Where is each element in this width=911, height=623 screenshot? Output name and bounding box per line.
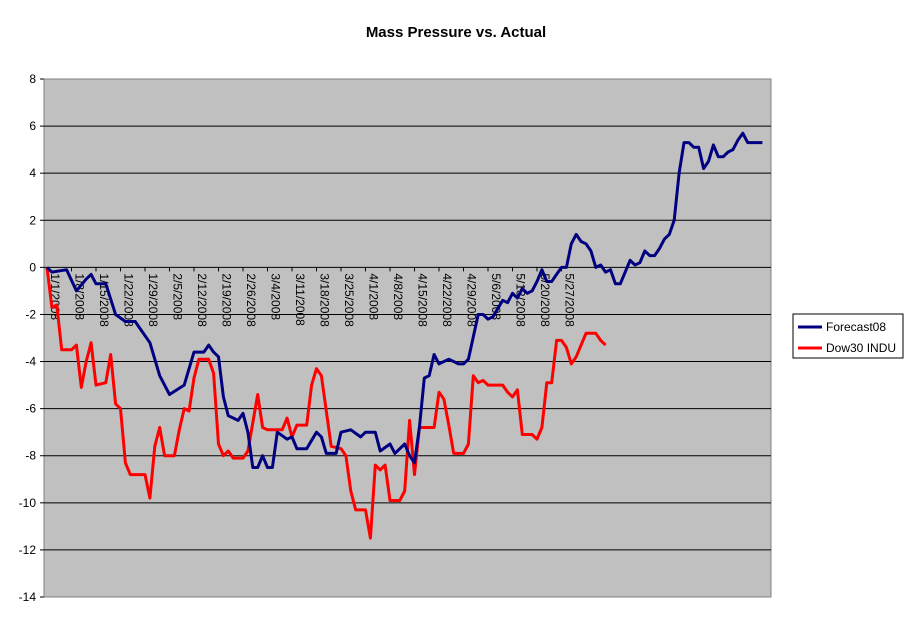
- y-tick-label: -8: [25, 449, 36, 463]
- x-tick-label: 5/6/2008: [489, 273, 503, 320]
- series-lines: [45, 131, 763, 540]
- x-tick-label: 1/29/2008: [146, 273, 160, 327]
- legend-label-dow30: Dow30 INDU: [826, 341, 896, 355]
- x-tick-label: 2/26/2008: [244, 273, 258, 327]
- y-tick-label: -4: [25, 355, 36, 369]
- legend: Forecast08 Dow30 INDU: [792, 313, 904, 359]
- y-axis-ticks: -14 -12 -10 -8 -6 -4 -2 0 2 4 6 8: [19, 72, 44, 604]
- x-tick-label: 5/13/2008: [514, 273, 528, 327]
- series-line-forecast08: [45, 131, 763, 469]
- y-tick-label: -10: [19, 496, 37, 510]
- y-tick-label: -14: [19, 590, 37, 604]
- y-tick-label: -6: [25, 402, 36, 416]
- x-tick-label: 1/15/2008: [97, 273, 111, 327]
- x-tick-label: 3/4/2008: [269, 273, 283, 320]
- x-tick-label: 1/22/2008: [122, 273, 136, 327]
- x-tick-label: 4/22/2008: [440, 273, 454, 327]
- x-tick-label: 4/1/2008: [367, 273, 381, 320]
- y-tick-label: -12: [19, 543, 37, 557]
- y-tick-label: 6: [29, 119, 36, 133]
- x-tick-label: 2/19/2008: [220, 273, 234, 327]
- x-tick-label: 2/5/2008: [171, 273, 185, 320]
- legend-box: [792, 313, 904, 359]
- y-tick-label: 0: [29, 260, 36, 274]
- y-tick-label: 8: [29, 72, 36, 86]
- x-tick-label: 4/8/2008: [391, 273, 405, 320]
- x-tick-label: 4/29/2008: [465, 273, 479, 327]
- x-tick-label: 5/20/2008: [538, 273, 552, 327]
- y-tick-label: 4: [29, 166, 36, 180]
- plot-area: [43, 78, 772, 598]
- legend-label-forecast08: Forecast08: [826, 320, 886, 334]
- chart-title: Mass Pressure vs. Actual: [366, 24, 546, 41]
- series-line-dow30-indu: [45, 267, 607, 540]
- x-tick-label: 2/12/2008: [195, 273, 209, 327]
- x-tick-label: 3/18/2008: [318, 273, 332, 327]
- y-tick-label: 2: [29, 213, 36, 227]
- x-tick-label: 4/15/2008: [416, 273, 430, 327]
- x-tick-label: 5/27/2008: [563, 273, 577, 327]
- x-tick-label: 3/11/2008: [293, 273, 307, 326]
- y-tick-label: -2: [25, 307, 36, 321]
- x-tick-label: 3/25/2008: [342, 273, 356, 327]
